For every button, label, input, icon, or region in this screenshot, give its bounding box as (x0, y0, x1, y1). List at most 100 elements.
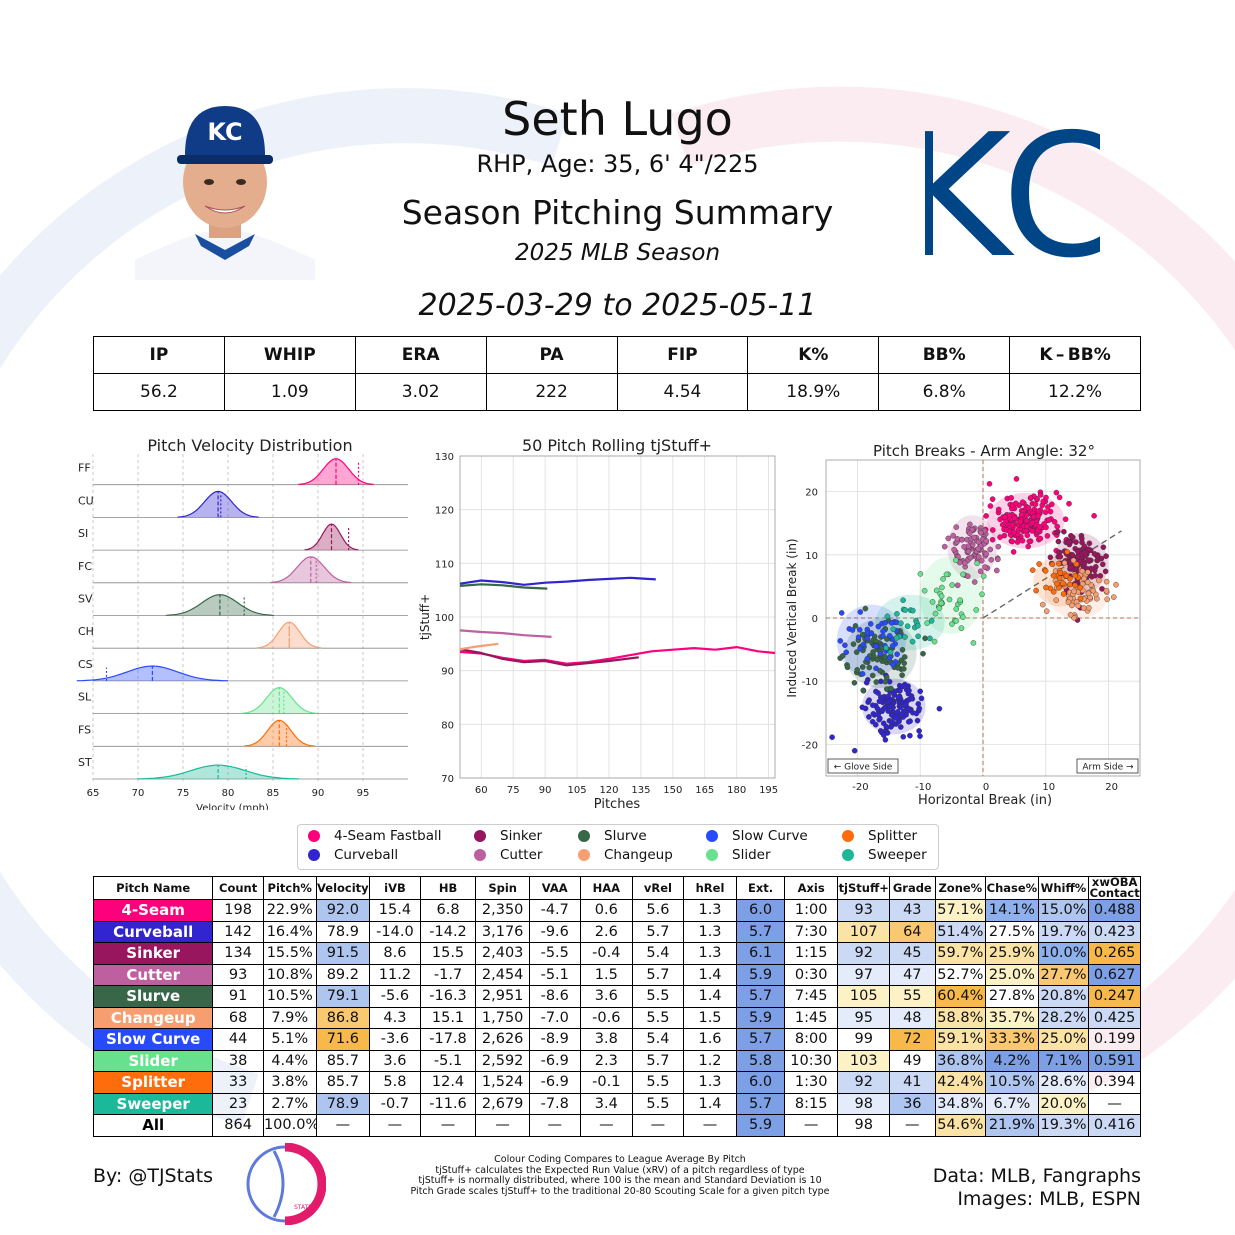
pitch-metric-cell: — (682, 1114, 738, 1137)
pitch-metric-cell: 5.7 (632, 963, 684, 986)
pitch-metric-cell: -5.1 (419, 1049, 477, 1072)
break-point (957, 597, 963, 603)
pitch-metric-cell: 15.5 (419, 942, 477, 965)
break-point (1056, 575, 1063, 582)
pitch-metric-cell: 0.6 (579, 899, 634, 922)
pitch-metric-cell: 1.4 (682, 985, 738, 1008)
pitch-metric-cell: — (632, 1114, 684, 1137)
break-point (982, 564, 988, 570)
pitch-metric-cell: 1.4 (682, 1092, 738, 1115)
pitch-metric-cell: -16.3 (419, 985, 477, 1008)
pitch-metric-cell: 5.9 (736, 963, 785, 986)
pitch-metric-cell: 10.0% (1037, 942, 1090, 965)
pitch-metric-cell: 1.3 (682, 942, 738, 965)
break-point (995, 556, 1001, 563)
pitch-metric-cell: -11.6 (419, 1092, 477, 1115)
pitch-metric-cell: 103 (837, 1049, 891, 1072)
summary-value-cell: 18.9% (747, 373, 880, 411)
break-point (866, 697, 872, 703)
pitch-metric-cell: 5.7 (736, 1092, 785, 1115)
velocity-distribution-chart: Pitch Velocity Distribution 65 70 75 80 85 90 9… (76, 436, 408, 810)
pitch-name-cell: Splitter (92, 1071, 214, 1094)
break-point (950, 532, 956, 539)
x-axis-label: Horizontal Break (in) (918, 793, 1052, 808)
density-area (165, 594, 274, 616)
x-tick-label: 80 (222, 788, 235, 799)
break-point (851, 747, 858, 754)
break-point (938, 593, 945, 600)
break-point (888, 620, 895, 626)
rolling-stuff-chart: 50 Pitch Rolling tjStuff+ 60 75 90 105 120 135… (418, 436, 778, 812)
pitch-metric-cell: 68 (212, 1006, 264, 1029)
pitch-metric-cell: 91.5 (315, 942, 371, 965)
break-point (870, 710, 877, 717)
pitch-metric-cell: 134 (212, 942, 264, 965)
pitch-metric-cell: 10.5% (985, 1071, 1039, 1094)
break-point (917, 571, 924, 577)
break-point (1056, 494, 1063, 501)
pitch-metric-cell: -8.6 (528, 985, 581, 1008)
break-ellipse (875, 594, 945, 651)
density-line (76, 665, 228, 682)
break-point (958, 625, 965, 631)
pitch-metric-cell: 44 (212, 1028, 264, 1051)
pitch-metric-cell: 5.5 (632, 1092, 684, 1115)
break-point (1026, 538, 1033, 545)
pitch-metric-cell: 6.0 (736, 1071, 785, 1094)
pitch-header-cell: Chase% (985, 876, 1039, 900)
break-point (929, 599, 936, 605)
pitch-metric-cell: -7.0 (528, 1006, 581, 1029)
rolling-line (459, 576, 656, 586)
break-point (902, 607, 908, 613)
pitch-metric-cell: 64 (889, 920, 936, 943)
pitch-metric-cell: -6.9 (528, 1049, 581, 1072)
break-point (1029, 528, 1035, 534)
pitch-metric-cell: 107 (837, 920, 891, 943)
pitch-metric-cell: 1.3 (682, 920, 738, 943)
break-point (967, 554, 974, 561)
pitch-metric-cell: 89.2 (315, 963, 371, 986)
pitch-metric-cell: 45 (889, 942, 936, 965)
break-point (1057, 569, 1064, 576)
break-point (882, 736, 889, 743)
pitch-header-cell: Zone% (934, 876, 987, 900)
break-point (877, 651, 884, 657)
pitch-metric-cell: 0.247 (1088, 985, 1141, 1008)
pitch-metric-cell: 0.199 (1088, 1028, 1141, 1051)
pitch-metric-cell: 5.7 (632, 920, 684, 943)
break-point (1010, 549, 1017, 555)
pitch-metric-cell: — (579, 1114, 634, 1137)
break-point (1027, 495, 1034, 501)
break-point (1011, 529, 1017, 536)
pitch-metric-cell: 11.2 (369, 963, 421, 986)
legend-item: Slow Curve (706, 828, 808, 844)
pitch-metric-cell: 93 (837, 899, 891, 922)
y-tick-label: -20 (802, 740, 818, 751)
break-point (1077, 595, 1084, 602)
row-label: ST (78, 756, 92, 769)
break-point (1090, 587, 1097, 594)
pitch-row: Sweeper 23 2.7% 78.9 -0.7 -11.6 2,679 -7.8 3.4 5.… (92, 1092, 1141, 1115)
x-tick-label: 165 (695, 785, 714, 796)
x-tick-label: 180 (727, 785, 746, 796)
break-point (913, 710, 920, 717)
x-tick-label: 120 (599, 785, 618, 796)
break-point (1073, 561, 1080, 567)
break-point (1113, 581, 1119, 588)
break-point (898, 711, 905, 718)
break-point (864, 635, 871, 642)
break-point (938, 600, 945, 607)
legend-swatch (706, 849, 718, 861)
row-label: SL (78, 691, 92, 704)
pitch-name-cell: Sinker (92, 942, 214, 965)
legend-label: Sinker (500, 828, 543, 844)
pitch-table-header: Pitch Name Count Pitch% Velocity iVB HB Spin VA… (92, 876, 1141, 900)
break-point (1053, 597, 1060, 603)
pitch-metric-cell: 2.3 (579, 1049, 634, 1072)
pitch-metric-cell: 19.3% (1037, 1114, 1090, 1137)
break-point (1054, 529, 1060, 535)
legend-swatch (706, 830, 718, 842)
y-axis-label: Induced Vertical Break (in) (785, 538, 799, 697)
break-point (961, 544, 967, 550)
pitch-metric-cell: 3.6 (579, 985, 634, 1008)
